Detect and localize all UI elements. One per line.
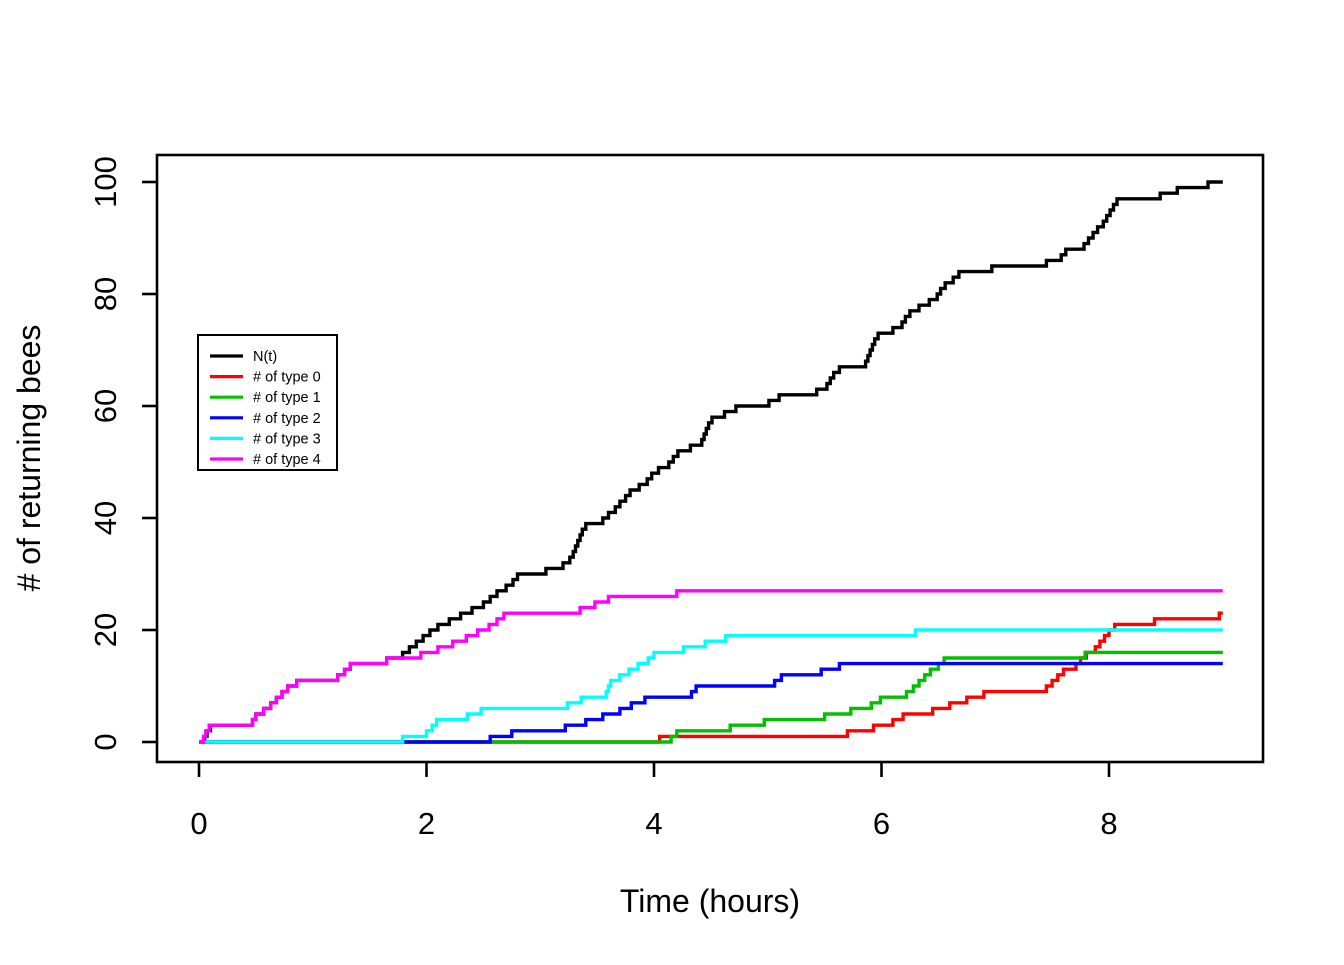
legend-box: N(t) # of type 0 # of type 1 # of type 2 # o…: [197, 334, 338, 471]
y-tick-label: 60: [88, 389, 123, 423]
y-tick-label: 100: [88, 156, 123, 208]
y-axis-title: # of returning bees: [11, 325, 47, 592]
plot-frame: [155, 153, 1265, 764]
series-path-n-t-: [199, 180, 1223, 744]
legend-label: # of type 1: [253, 390, 321, 406]
series-path--of-type-4: [199, 589, 1223, 744]
y-tick-label: 0: [88, 733, 123, 750]
series-curves: [199, 180, 1223, 744]
x-axis-title: Time (hours): [620, 883, 800, 919]
y-tick-label: 40: [88, 501, 123, 535]
series-path--of-type-2: [199, 661, 1223, 744]
y-tick-label: 80: [88, 277, 123, 311]
legend-label: # of type 3: [253, 431, 321, 447]
x-tick-label: 8: [1100, 806, 1117, 841]
legend-label: N(t): [253, 349, 277, 365]
x-tick-label: 0: [190, 806, 207, 841]
legend-label: # of type 4: [253, 452, 321, 468]
x-tick-label: 6: [873, 806, 890, 841]
x-tick-label: 2: [418, 806, 435, 841]
series-path--of-type-1: [199, 650, 1223, 744]
series-path--of-type-0: [199, 611, 1223, 744]
legend-label: # of type 2: [253, 411, 321, 427]
y-tick-label: 20: [88, 613, 123, 647]
legend-label: # of type 0: [253, 370, 321, 386]
x-tick-label: 4: [645, 806, 662, 841]
axis-ticks: [142, 180, 1111, 777]
series-path--of-type-3: [199, 628, 1223, 744]
